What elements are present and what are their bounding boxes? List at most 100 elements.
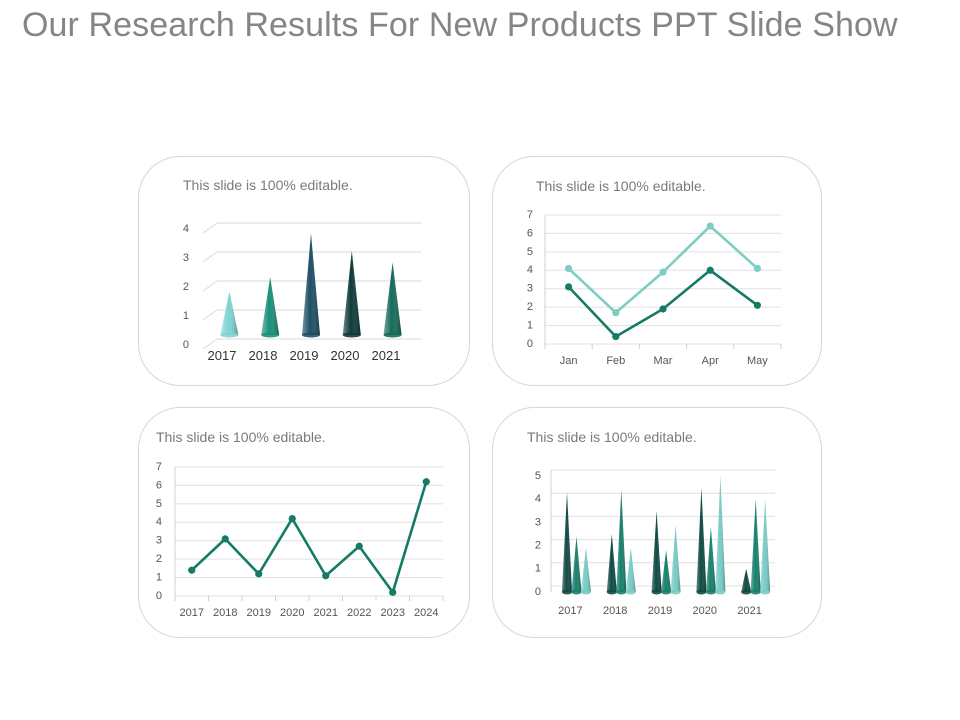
bar-base [661, 589, 672, 595]
x-tick-label: 2017 [558, 605, 582, 617]
data-point [288, 515, 296, 523]
x-tick-label: Mar [654, 355, 673, 367]
chart-panel-4: This slide is 100% editable. 0 1 2 3 4 5 2017 2… [492, 407, 822, 638]
series-line [567, 268, 759, 338]
bar-base [606, 589, 617, 595]
chart-panel-2: This slide is 100% editable. 0 1 2 3 4 5 6 7 Jan… [492, 156, 822, 386]
data-point [255, 570, 263, 578]
y-tick-label: 0 [156, 590, 162, 602]
x-tick-label: 2020 [331, 348, 360, 363]
y-tick-label: 2 [527, 301, 533, 313]
x-tick-label: 2020 [280, 607, 304, 619]
bar-base [715, 589, 726, 595]
panel-caption: This slide is 100% editable. [536, 178, 706, 194]
bar-base [616, 589, 627, 595]
bar-shading [715, 476, 726, 592]
data-point [612, 309, 620, 317]
y-tick-label: 4 [183, 223, 189, 235]
bar-shading [705, 527, 716, 592]
x-tick-label: 2019 [290, 348, 319, 363]
bar-base [651, 589, 662, 595]
y-tick-label: 3 [535, 516, 541, 528]
slide-title: Our Research Results For New Products PP… [22, 6, 898, 44]
bar-base [625, 589, 636, 595]
panel-caption: This slide is 100% editable. [183, 177, 353, 193]
bar-shading [220, 291, 239, 335]
y-tick-label: 1 [527, 319, 533, 331]
data-point [612, 333, 620, 341]
x-tick-label: 2018 [213, 607, 237, 619]
x-tick-label: 2021 [737, 605, 761, 617]
y-tick-label: 2 [183, 281, 189, 293]
bar-base [705, 589, 716, 595]
bar-shading [625, 547, 636, 592]
grid-line [202, 309, 218, 321]
y-tick-label: 1 [535, 563, 541, 575]
bar-base [670, 589, 681, 595]
bar-base [741, 589, 752, 595]
chart-panel-3: This slide is 100% editable. 0 1 2 3 4 5 6 7 201… [138, 407, 470, 638]
bar-shading [760, 499, 771, 592]
y-tick-label: 1 [183, 310, 189, 322]
y-tick-label: 7 [527, 209, 533, 221]
data-point [322, 572, 330, 580]
data-point [706, 266, 714, 274]
data-point [753, 301, 761, 309]
bar-base [562, 589, 572, 595]
bar-shading [616, 489, 627, 592]
x-tick-label: 2017 [180, 607, 204, 619]
y-tick-label: 4 [535, 493, 541, 505]
cone-bar-chart-1: 0 1 2 3 4 2017 2018 2019 2020 2021 [183, 222, 421, 363]
y-tick-label: 5 [156, 498, 162, 510]
x-tick-label: Jan [560, 355, 578, 367]
bar-shading [581, 547, 591, 592]
panel-caption: This slide is 100% editable. [527, 429, 697, 445]
bar-shading [571, 536, 582, 592]
x-tick-label: 2019 [247, 607, 271, 619]
x-tick-label: 2019 [648, 605, 672, 617]
bar-shading [670, 524, 681, 592]
x-tick-label: Apr [702, 355, 719, 367]
x-tick-label: 2021 [314, 607, 338, 619]
data-point [355, 542, 363, 550]
series-line [190, 481, 428, 594]
grid-line [202, 280, 218, 292]
y-tick-label: 0 [183, 339, 189, 351]
x-tick-label: 2022 [347, 607, 371, 619]
grid-line [202, 251, 218, 263]
y-tick-label: 6 [527, 227, 533, 239]
bar-shading [342, 250, 361, 335]
x-tick-label: May [747, 355, 768, 367]
chart-panel-1: This slide is 100% editable. 0 1 2 3 4 2017 20… [138, 156, 470, 386]
data-point [422, 478, 430, 486]
bar-shading [741, 568, 752, 592]
y-tick-label: 7 [156, 461, 162, 473]
y-tick-label: 1 [156, 571, 162, 583]
data-point [659, 305, 667, 313]
y-tick-label: 4 [156, 516, 162, 528]
bar-base [342, 332, 361, 338]
grid-line [202, 222, 218, 234]
data-point [188, 566, 196, 574]
y-tick-label: 2 [156, 553, 162, 565]
y-tick-label: 6 [156, 479, 162, 491]
bar-shading [651, 510, 662, 592]
line-chart-3: 0 1 2 3 4 5 6 7 2017 2018 2019 2020 2021 2022 2023 2024 [156, 461, 444, 619]
x-tick-label: 2018 [603, 605, 627, 617]
x-tick-label: 2023 [381, 607, 405, 619]
x-tick-label: 2018 [249, 348, 278, 363]
panel-caption: This slide is 100% editable. [156, 429, 326, 445]
bar-base [696, 589, 707, 595]
bar-shading [696, 487, 707, 592]
y-tick-label: 4 [527, 264, 533, 276]
bar-shading [302, 233, 320, 335]
bar-base [760, 589, 771, 595]
bar-base [220, 332, 239, 338]
bar-shading [562, 492, 572, 592]
y-tick-label: 5 [527, 246, 533, 258]
bar-shading [750, 499, 761, 592]
y-tick-label: 0 [527, 338, 533, 350]
y-tick-label: 3 [183, 252, 189, 264]
bar-base [571, 589, 582, 595]
x-tick-label: 2020 [693, 605, 717, 617]
